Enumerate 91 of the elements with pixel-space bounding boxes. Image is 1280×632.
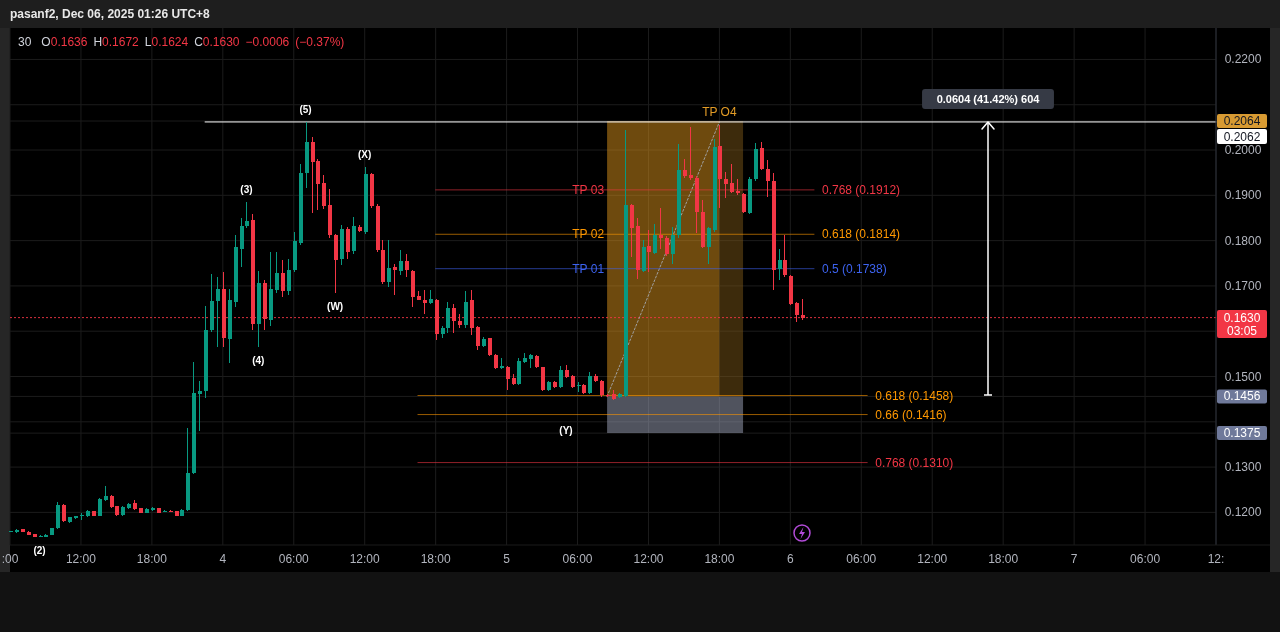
candlestick [387, 239, 391, 288]
annotation: (Y) [559, 424, 573, 436]
y-tick-label: 0.1900 [1224, 188, 1262, 203]
candlestick [464, 290, 468, 329]
candlestick [671, 226, 675, 265]
x-tick-label: 7 [1070, 552, 1078, 566]
candlestick [742, 192, 746, 214]
candlestick [517, 357, 521, 386]
x-tick-label: 4 [219, 552, 227, 566]
candlestick [630, 203, 634, 258]
y-tick-label: 0.1375 [1223, 426, 1261, 441]
annotation: (X) [358, 148, 372, 160]
candlestick [724, 171, 728, 199]
text: O0.1636 H0.1672 L0.1624 C0.1630 −0.0006 (−0.37%) [41, 35, 345, 49]
candlestick [783, 234, 787, 278]
x-tick-label: 06:00 [1130, 552, 1161, 566]
x-tick-label: 12: [1207, 552, 1225, 566]
candlestick [245, 201, 249, 229]
ref-line-label: 0.1630 03:05 [1223, 310, 1261, 338]
candlestick [322, 174, 326, 210]
annotation: (2) [33, 544, 46, 556]
candlestick [665, 235, 669, 257]
series-label: 0.2062 [1223, 129, 1261, 144]
x-tick-label: 06:00 [562, 552, 593, 566]
y-tick-label: 0.1300 [1224, 460, 1262, 475]
y-tick-label: 0.1456 [1223, 389, 1261, 404]
candlestick [281, 259, 285, 298]
candlestick [405, 253, 409, 278]
y-tick-label: 0.1800 [1224, 233, 1262, 248]
x-tick-label: 18:00 [704, 552, 735, 566]
candlestick [653, 223, 657, 255]
x-tick-label: 12:00 [65, 552, 97, 566]
series-label: 0.768 (0.1310) [875, 455, 954, 470]
candlestick [778, 248, 782, 281]
x-tick-label: 06:00 [278, 552, 310, 566]
annotation: TP 02 [572, 227, 605, 242]
y-tick-label: 0.2000 [1224, 143, 1262, 158]
candlestick [766, 159, 770, 198]
annotation: TP 03 [572, 182, 605, 197]
x-tick-label: 12:00 [917, 552, 948, 566]
candlestick [506, 365, 510, 391]
candlestick [240, 217, 244, 268]
candlestick [588, 371, 592, 395]
candlestick [446, 301, 450, 334]
x-tick-label: 18:00 [988, 552, 1019, 566]
series-label: 0.618 (0.1458) [875, 388, 954, 403]
y-tick-label: 0.1200 [1224, 505, 1262, 520]
series-label: 0.768 (0.1912) [822, 182, 901, 197]
candlestick [287, 258, 291, 296]
x-tick-label: 06:00 [846, 552, 877, 566]
x-tick-label: 18:00 [136, 552, 168, 566]
series-label: 0.618 (0.1814) [822, 227, 901, 242]
annotation: (5) [299, 103, 312, 115]
series-label: 0.66 (0.1416) [875, 407, 947, 422]
candlestick [56, 501, 60, 530]
annotation: 0.0604 (41.42%) 604 [936, 93, 1041, 105]
candlestick [760, 141, 764, 171]
candlestick [707, 226, 711, 265]
y-tick-label: 0.2064 [1223, 114, 1261, 129]
x-tick-label: 5 [503, 552, 511, 566]
annotation: (3) [240, 183, 253, 195]
candlestick [399, 249, 403, 276]
candlestick [683, 158, 687, 179]
text: pasanf2, Dec 06, 2025 01:26 UTC+8 [10, 7, 211, 21]
annotation: (W) [327, 300, 344, 312]
y-tick-label: 0.1500 [1224, 369, 1262, 384]
candlestick [346, 226, 350, 260]
annotation: TP 01 [572, 261, 605, 276]
candlestick [730, 163, 734, 194]
y-tick-label: 0.1700 [1224, 278, 1262, 293]
x-tick-label: :00 [1, 552, 19, 566]
candlestick [659, 207, 663, 250]
series-label: 0.5 (0.1738) [822, 261, 887, 276]
candlestick [559, 365, 563, 389]
candlestick [62, 503, 66, 523]
candlestick [216, 276, 220, 348]
candlestick [541, 366, 545, 392]
x-tick-label: 12:00 [633, 552, 664, 566]
annotation: (4) [252, 354, 265, 366]
x-tick-label: 12:00 [349, 552, 381, 566]
candlestick [476, 325, 480, 351]
candlestick [393, 263, 397, 296]
candlestick [689, 126, 693, 181]
y-tick-label: 0.2200 [1224, 52, 1262, 67]
x-tick-label: 18:00 [420, 552, 451, 566]
candlestick [275, 251, 279, 294]
x-tick-label: 6 [787, 552, 795, 566]
annotation: TP O4 [702, 105, 737, 120]
candlestick [647, 229, 651, 273]
candlestick [423, 289, 427, 315]
text: 30 [18, 35, 32, 49]
